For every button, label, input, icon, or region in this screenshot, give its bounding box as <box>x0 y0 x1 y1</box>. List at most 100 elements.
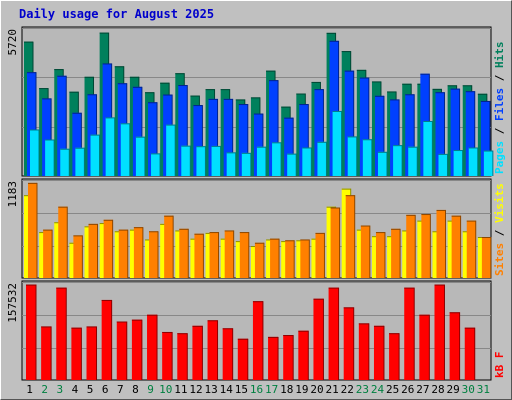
bar-kbytes-day10 <box>162 331 173 380</box>
bar-sites-day5 <box>88 223 99 278</box>
bar-sites-day31 <box>481 237 492 278</box>
bar-files-day24-body <box>374 95 384 176</box>
bar-pages-day2-body <box>45 139 55 176</box>
x-tick-label-day11: 11 <box>174 383 187 396</box>
bar-sites-day13-body <box>209 232 219 278</box>
bar-kbytes-day21-body <box>328 287 339 380</box>
bar-kbytes-day26 <box>404 287 415 380</box>
x-tick-label-day22: 22 <box>341 383 354 396</box>
bar-sites-day7-body <box>118 229 128 278</box>
bar-pages-day25-body <box>393 145 403 176</box>
bar-kbytes-day21 <box>328 287 340 380</box>
bar-pages-day31 <box>483 150 494 176</box>
bar-sites-day5-body <box>88 223 98 278</box>
bar-pages-day7 <box>120 123 131 176</box>
bar-kbytes-day5-body <box>86 326 97 380</box>
bar-sites-day29 <box>451 215 462 278</box>
bar-sites-day3-body <box>58 206 68 278</box>
x-tick-label-day25: 25 <box>386 383 399 396</box>
bar-kbytes-day16 <box>252 301 264 380</box>
bar-kbytes-day15 <box>237 338 249 380</box>
bar-kbytes-day28-body <box>434 284 445 380</box>
bar-files-day23-body <box>359 77 369 176</box>
bar-files-day20-body <box>314 89 324 176</box>
legend-hits-files-pages: Pages / Files / Hits <box>493 42 506 175</box>
bar-pages-day31-body <box>483 150 493 176</box>
bar-kbytes-day23-body <box>358 323 369 380</box>
bar-kbytes-day24-body <box>373 325 384 380</box>
x-tick-label-day5: 5 <box>87 383 94 396</box>
bar-kbytes-day23 <box>358 323 370 380</box>
bar-kbytes-day12-body <box>192 325 203 380</box>
bar-sites-day10-body <box>164 215 174 278</box>
bar-kbytes-day12 <box>192 325 203 380</box>
bar-files-day22-body <box>344 70 354 176</box>
bar-files-day18-body <box>284 117 294 176</box>
bar-pages-day14-body <box>226 152 236 176</box>
bar-sites-day18 <box>285 240 295 278</box>
bar-kbytes-day6-body <box>101 299 112 380</box>
bar-kbytes-day2-body <box>41 326 52 380</box>
bar-pages-day2 <box>45 139 55 176</box>
bar-pages-day14 <box>226 152 237 176</box>
bar-sites-day30-body <box>466 220 476 278</box>
bar-pages-day25 <box>393 145 403 176</box>
bar-files-day9-body <box>148 102 158 176</box>
bar-pages-day8-body <box>135 136 145 176</box>
bar-kbytes-day3 <box>56 287 67 380</box>
bar-kbytes-day11 <box>177 333 188 380</box>
bar-sites-day17-body <box>270 238 280 278</box>
bar-pages-day17 <box>272 142 282 176</box>
chart-title: Daily usage for August 2025 <box>19 7 215 21</box>
bar-sites-day1 <box>28 182 38 278</box>
bar-kbytes-day19-body <box>298 330 309 380</box>
bar-files-day13-body <box>208 98 218 176</box>
bar-kbytes-day24 <box>373 325 385 380</box>
bar-kbytes-day4-body <box>71 327 82 380</box>
legend-separator: / <box>493 68 506 88</box>
bar-sites-day16-body <box>254 242 264 278</box>
bar-sites-day26 <box>406 214 416 278</box>
bar-kbytes-day17 <box>268 336 279 380</box>
x-tick-label-day6: 6 <box>102 383 109 396</box>
bar-kbytes-day8 <box>131 319 143 380</box>
x-tick-label-day2: 2 <box>41 383 48 396</box>
bar-files-day15-body <box>238 104 248 176</box>
bar-files-day8-body <box>132 86 142 176</box>
bar-files-day2-body <box>42 98 52 176</box>
bar-files-day12-body <box>193 105 203 176</box>
bar-pages-day11 <box>181 145 191 176</box>
bar-pages-day27 <box>423 121 433 176</box>
bar-kbytes-day8-body <box>131 319 142 380</box>
bar-sites-day13 <box>209 232 220 278</box>
x-tick-label-day19: 19 <box>295 383 308 396</box>
bar-kbytes-day10-body <box>162 331 173 380</box>
x-tick-label-day30: 30 <box>462 383 475 396</box>
bar-sites-day23-body <box>360 225 370 278</box>
bar-pages-day11-body <box>181 145 191 176</box>
bar-sites-day19 <box>300 239 310 278</box>
bar-sites-day19-body <box>300 239 310 278</box>
bar-kbytes-day27-body <box>419 314 430 380</box>
bar-sites-day6-body <box>103 219 113 278</box>
bar-sites-day22 <box>345 195 356 278</box>
bar-pages-day9-body <box>151 153 161 176</box>
x-tick-label-day23: 23 <box>356 383 369 396</box>
max-label-hits-files-pages: 5720 <box>6 29 19 56</box>
bar-sites-day8-body <box>133 227 143 278</box>
bar-kbytes-day9 <box>147 314 158 380</box>
bar-sites-day7 <box>118 229 129 278</box>
bar-kbytes-day14-body <box>222 328 233 380</box>
bar-sites-day29-body <box>451 215 461 278</box>
x-tick-label-day20: 20 <box>310 383 323 396</box>
bar-files-day21-body <box>329 40 339 176</box>
bar-sites-day1-body <box>28 182 37 278</box>
bar-kbytes-day9-body <box>147 314 158 380</box>
bar-kbytes-day28 <box>434 284 445 380</box>
bar-pages-day30 <box>468 147 479 176</box>
x-tick-label-day13: 13 <box>204 383 217 396</box>
bar-sites-day21 <box>330 207 341 278</box>
bar-sites-day17 <box>270 238 280 278</box>
x-tick-label-day24: 24 <box>371 383 385 396</box>
x-tick-label-day27: 27 <box>416 383 429 396</box>
